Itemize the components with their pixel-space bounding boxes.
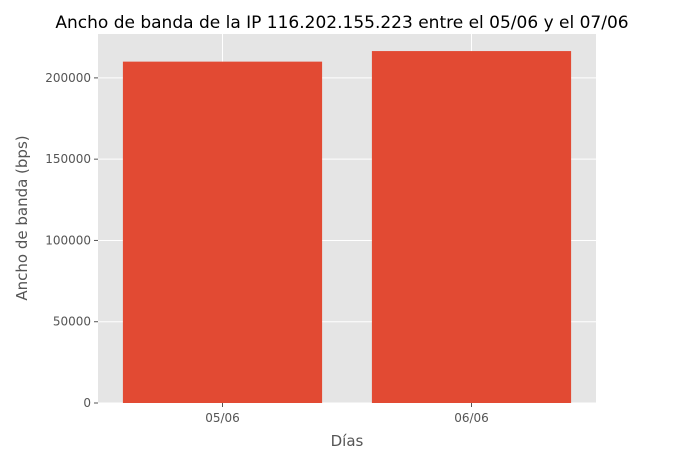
y-tick-label: 150000 — [45, 152, 91, 166]
y-axis-ticks: 0 50000 100000 150000 200000 — [45, 71, 98, 410]
x-tick-label: 05/06 — [205, 411, 240, 425]
chart-title: Ancho de banda de la IP 116.202.155.223 … — [55, 13, 628, 33]
x-axis-ticks: 05/06 06/06 — [205, 403, 489, 425]
x-axis-label: Días — [331, 432, 364, 450]
bar-06-06 — [371, 51, 572, 403]
bars — [122, 51, 572, 403]
bar-05-06 — [122, 61, 323, 403]
y-tick-label: 50000 — [53, 315, 91, 329]
y-tick-label: 100000 — [45, 233, 91, 247]
y-tick-label: 200000 — [45, 71, 91, 85]
x-tick-label: 06/06 — [454, 411, 489, 425]
y-tick-label: 0 — [83, 396, 91, 410]
y-axis-label: Ancho de banda (bps) — [13, 135, 31, 300]
